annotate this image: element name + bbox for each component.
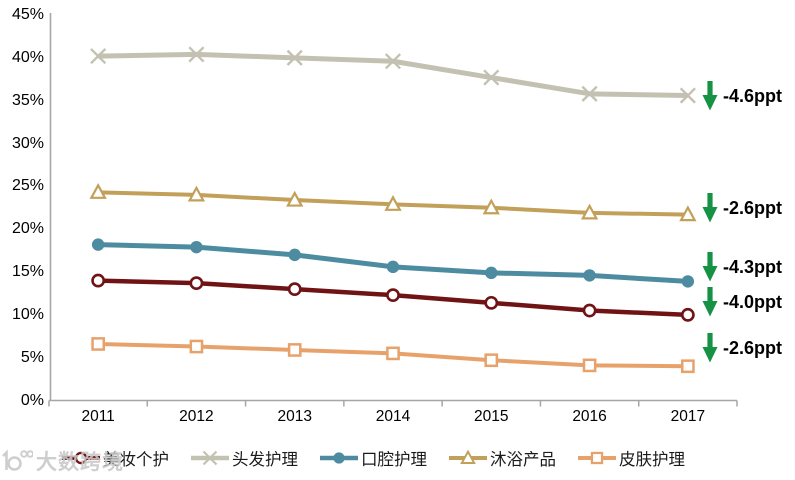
x-axis-label-2016: 2016	[572, 408, 607, 425]
marker-circle	[681, 275, 695, 288]
y-axis-label: 40%	[11, 48, 44, 66]
marker-square-open	[386, 346, 400, 361]
marker-x	[483, 69, 500, 86]
legend-label-oral-care: 口腔护理	[361, 451, 427, 469]
marker-circle	[190, 240, 203, 254]
y-axis-label: 45%	[11, 6, 44, 23]
x-axis-label-2013: 2013	[277, 408, 312, 425]
marker-square-open	[91, 337, 105, 351]
y-axis-label: 20%	[11, 220, 44, 238]
marker-circle	[583, 269, 596, 282]
legend-label-skin-care: 皮肤护理	[619, 451, 685, 469]
marker-circle-open	[287, 282, 302, 297]
down-arrow-icon	[702, 80, 718, 111]
legend-item-bath-products: 沐浴产品	[449, 446, 556, 470]
legend-item-skin-care: 皮肤护理	[578, 446, 685, 470]
y-axis-label: 5%	[20, 348, 44, 366]
marker-circle	[386, 260, 400, 274]
legend-item-oral-care: 口腔护理	[320, 446, 427, 470]
marker-triangle-open	[187, 185, 206, 202]
marker-circle-open	[484, 295, 499, 310]
marker-circle	[288, 248, 301, 262]
legend-marker-bath-products	[449, 449, 487, 464]
x-axis-label-2015: 2015	[474, 408, 509, 425]
marker-triangle-open	[679, 205, 697, 222]
marker-circle-open	[74, 451, 88, 465]
marker-circle	[485, 266, 498, 280]
legend-marker-hair-care	[191, 450, 229, 466]
down-arrow-icon	[702, 192, 718, 223]
x-axis-label-2017: 2017	[670, 408, 706, 425]
marker-x	[384, 53, 402, 70]
marker-x	[581, 85, 598, 102]
marker-triangle-open	[384, 195, 402, 211]
x-axis-label-2014: 2014	[375, 408, 411, 425]
legend: 美妆个护 头发护理 口腔护理 沐浴产品 皮肤护理	[62, 446, 685, 470]
legend-marker-oral-care	[320, 452, 358, 464]
marker-triangle-open	[482, 198, 500, 215]
y-axis-label: 15%	[11, 263, 44, 280]
y-axis-label: 25%	[11, 177, 44, 195]
marker-triangle-open	[286, 190, 304, 207]
marker-circle-open	[582, 303, 597, 318]
legend-label-hair-care: 头发护理	[232, 451, 298, 469]
y-axis-label: 30%	[11, 134, 44, 152]
marker-square-open	[287, 343, 302, 357]
marker-circle	[333, 452, 345, 464]
legend-item-hair-care: 头发护理	[191, 446, 298, 470]
annotation-beauty-personal-care: -4.0ppt	[723, 291, 783, 312]
marker-circle	[91, 238, 105, 251]
marker-x	[286, 49, 303, 66]
y-axis-label: 10%	[11, 305, 44, 323]
marker-triangle-open	[580, 203, 599, 220]
marker-x	[90, 48, 107, 65]
marker-square-open	[189, 339, 204, 354]
marker-circle-open	[386, 288, 400, 303]
marker-square-open	[484, 353, 499, 368]
marker-circle-open	[189, 276, 204, 291]
legend-marker-beauty-personal-care	[62, 451, 100, 465]
annotation-bath-products: -2.6ppt	[723, 197, 783, 218]
down-arrow-icon	[702, 252, 718, 282]
marker-x	[188, 46, 205, 63]
x-axis-label-2011: 2011	[81, 408, 115, 425]
down-arrow-icon	[702, 286, 718, 317]
marker-triangle-open	[89, 183, 107, 199]
annotation-skin-care: -2.6ppt	[723, 338, 783, 359]
marker-square-open	[681, 359, 695, 374]
marker-circle-open	[680, 307, 695, 322]
marker-square-open	[590, 451, 604, 465]
legend-item-beauty-personal-care: 美妆个护	[62, 446, 169, 470]
y-axis-label: 0%	[20, 391, 44, 409]
marker-circle-open	[91, 273, 106, 288]
legend-marker-skin-care	[578, 451, 616, 465]
marker-x	[202, 450, 218, 466]
marker-square-open	[582, 358, 597, 373]
annotation-oral-care: -4.3ppt	[723, 257, 783, 278]
y-axis-label: 35%	[11, 91, 44, 109]
marker-x	[679, 87, 696, 104]
x-axis-label-2012: 2012	[179, 408, 214, 425]
marker-triangle-open	[460, 449, 476, 464]
annotation-hair-care: -4.6ppt	[723, 85, 783, 106]
down-arrow-icon	[702, 333, 718, 363]
legend-label-bath-products: 沐浴产品	[490, 451, 556, 469]
legend-label-beauty-personal-care: 美妆个护	[103, 451, 169, 469]
